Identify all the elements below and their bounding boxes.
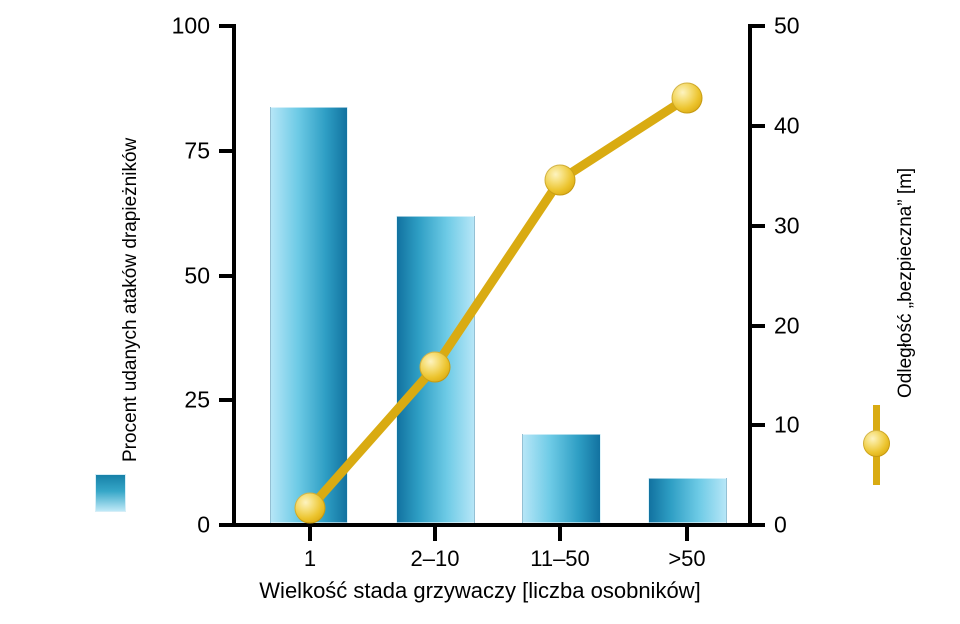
tick-right-0 — [752, 523, 765, 527]
ticklabel-right-30: 30 — [774, 212, 800, 239]
bar-category-11-50 — [522, 434, 601, 523]
bar-category-gt50 — [648, 478, 727, 523]
ticklabel-left-25: 25 — [184, 386, 210, 413]
ticklabel-x-1: 1 — [303, 546, 317, 571]
ticklabel-left-100: 100 — [171, 12, 210, 39]
y-axis-right-title: Odległość „bezpieczna” [m] — [895, 167, 916, 398]
x-axis-title: Wielkość stada grzywaczy [liczba osobnik… — [259, 578, 701, 603]
ticklabel-x-2-10: 2–10 — [410, 546, 460, 571]
tick-right-40 — [752, 124, 765, 128]
legend-key-line — [860, 405, 892, 485]
ticklabel-right-10: 10 — [774, 411, 800, 438]
ticklabel-left-75: 75 — [184, 137, 210, 164]
line-marker-1 — [294, 492, 326, 524]
ticklabel-left-50: 50 — [184, 262, 210, 289]
line-marker-gt50 — [671, 82, 703, 114]
ticklabel-right-0: 0 — [774, 511, 787, 538]
tick-x-1 — [308, 527, 312, 541]
y-axis-left-title: Procent udanych ataków drapieżników — [120, 137, 141, 462]
plot-area: 100 75 50 25 0 50 40 30 20 10 0 — [172, 14, 800, 570]
tick-right-50 — [752, 24, 765, 28]
line-marker-2-10 — [419, 351, 451, 383]
tick-left-25 — [219, 398, 232, 402]
tick-left-0 — [219, 523, 232, 527]
axis-spine-right — [748, 24, 752, 527]
tick-left-50 — [219, 274, 232, 278]
tick-x-11-50 — [558, 527, 562, 541]
line-series-safe-distance — [305, 93, 692, 513]
tick-right-20 — [752, 324, 765, 328]
tick-left-100 — [219, 24, 232, 28]
tick-x-2-10 — [433, 527, 437, 541]
ticklabel-x-11-50: 11–50 — [530, 546, 590, 571]
axis-spine-bottom — [222, 523, 762, 527]
ticklabel-right-20: 20 — [774, 312, 800, 339]
axis-spine-left — [232, 24, 236, 527]
tick-right-10 — [752, 423, 765, 427]
tick-right-30 — [752, 224, 765, 228]
ticklabel-left-0: 0 — [197, 511, 210, 538]
ticklabel-right-50: 50 — [774, 12, 800, 39]
ticklabel-x-gt50: >50 — [668, 546, 706, 571]
legend-marker-circle-icon — [863, 430, 890, 457]
tick-left-75 — [219, 149, 232, 153]
ticklabel-right-40: 40 — [774, 112, 800, 139]
legend-swatch-bars — [95, 474, 126, 512]
line-marker-11-50 — [544, 164, 576, 196]
tick-x-gt50 — [685, 527, 689, 541]
